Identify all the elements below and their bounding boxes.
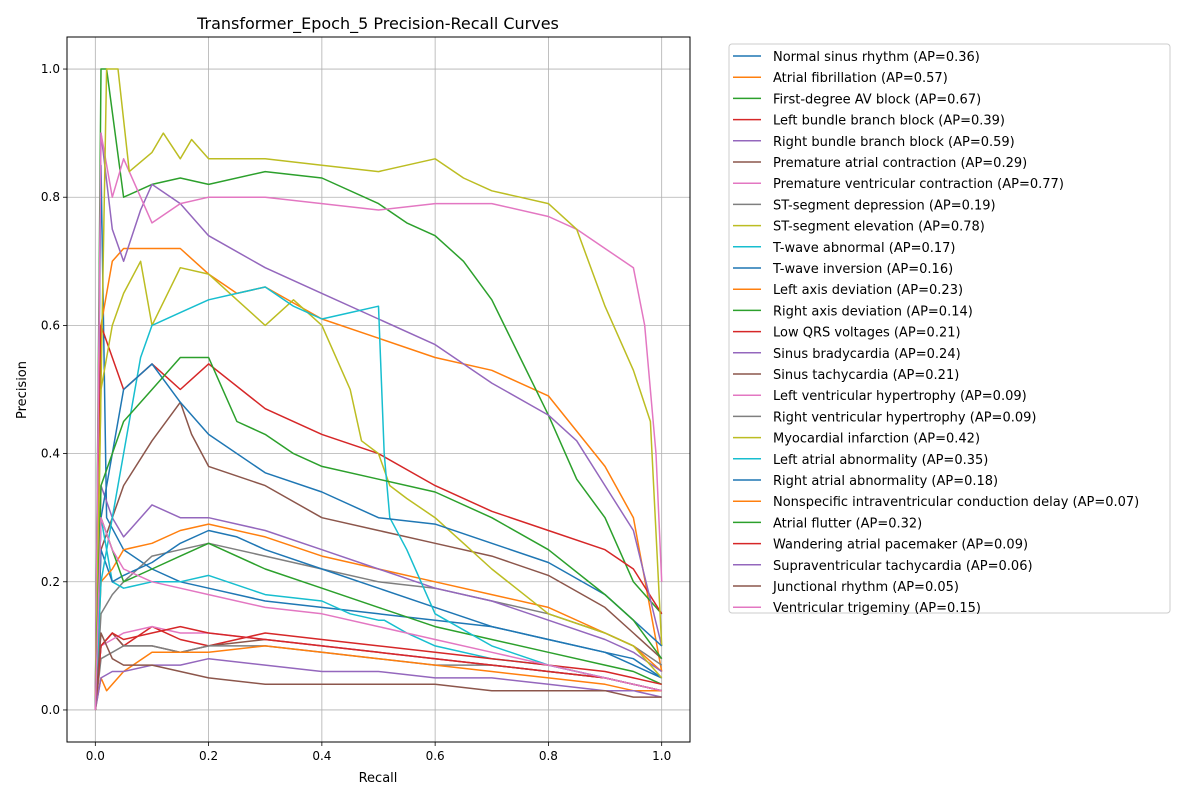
- legend-entry: Left bundle branch block (AP=0.39): [733, 114, 1005, 129]
- legend-label: Junctional rhythm (AP=0.05): [772, 580, 959, 595]
- legend-label: Left axis deviation (AP=0.23): [773, 283, 963, 298]
- series-line-25: [94, 657, 662, 711]
- y-tick-label: 0.6: [41, 318, 60, 332]
- y-tick-label: 0.8: [41, 190, 60, 204]
- series-line-4: [94, 324, 663, 711]
- legend-label: Right atrial abnormality (AP=0.18): [773, 474, 998, 489]
- legend-entry: First-degree AV block (AP=0.67): [733, 92, 981, 107]
- series-line-6: [94, 401, 663, 711]
- legend-entry: Atrial fibrillation (AP=0.57): [733, 71, 948, 86]
- x-tick-label: 0.8: [539, 749, 558, 763]
- legend-label: T-wave abnormal (AP=0.17): [772, 241, 955, 256]
- legend-entry: Sinus tachycardia (AP=0.21): [733, 368, 959, 383]
- legend-label: First-degree AV block (AP=0.67): [773, 92, 981, 107]
- legend-label: Low QRS voltages (AP=0.21): [773, 326, 961, 341]
- legend-entry: Normal sinus rhythm (AP=0.36): [733, 50, 980, 65]
- series-line-26: [94, 632, 662, 711]
- legend-label: ST-segment depression (AP=0.19): [773, 198, 996, 213]
- legend-entry: T-wave abnormal (AP=0.17): [733, 241, 955, 256]
- x-tick-label: 0.0: [86, 749, 105, 763]
- legend-entry: Sinus bradycardia (AP=0.24): [733, 347, 961, 362]
- series-line-24: [94, 625, 662, 711]
- x-tick-label: 0.2: [199, 749, 218, 763]
- legend-entry: Supraventricular tachycardia (AP=0.06): [733, 559, 1033, 574]
- plot-area: [66, 36, 691, 743]
- legend-label: Premature atrial contraction (AP=0.29): [773, 156, 1027, 171]
- legend-entry: Low QRS voltages (AP=0.21): [733, 326, 961, 341]
- series-lines: [94, 68, 663, 711]
- series-line-19: [94, 260, 663, 711]
- legend-label: Ventricular trigeminy (AP=0.15): [773, 601, 981, 616]
- series-line-7: [94, 132, 663, 711]
- legend-entry: Premature ventricular contraction (AP=0.…: [733, 177, 1064, 192]
- legend-entry: Left axis deviation (AP=0.23): [733, 283, 963, 298]
- legend-label: Left atrial abnormality (AP=0.35): [773, 453, 988, 468]
- legend-label: Normal sinus rhythm (AP=0.36): [773, 50, 980, 65]
- legend-entry: Premature atrial contraction (AP=0.29): [733, 156, 1027, 171]
- series-line-5: [94, 132, 663, 711]
- y-axis-label: Precision: [15, 361, 30, 419]
- legend-entry: Myocardial infarction (AP=0.42): [733, 432, 980, 447]
- x-axis-ticks: 0.0 0.2 0.4 0.6 0.8 1.0: [86, 742, 671, 763]
- legend-label: Right bundle branch block (AP=0.59): [773, 135, 1015, 150]
- series-line-9: [94, 68, 663, 711]
- legend: Normal sinus rhythm (AP=0.36) Atrial fibr…: [728, 43, 1171, 616]
- legend-label: Nonspecific intraventricular conduction …: [773, 495, 1139, 510]
- chart-title: Transformer_Epoch_5 Precision-Recall Cur…: [196, 14, 559, 34]
- x-tick-label: 1.0: [652, 749, 671, 763]
- x-tick-label: 0.6: [426, 749, 445, 763]
- legend-label: Right ventricular hypertrophy (AP=0.09): [773, 410, 1036, 425]
- series-line-23: [94, 356, 663, 711]
- legend-entry: Right ventricular hypertrophy (AP=0.09): [733, 410, 1036, 425]
- legend-entry: Nonspecific intraventricular conduction …: [733, 495, 1139, 510]
- plot-frame: [66, 36, 691, 743]
- legend-label: Premature ventricular contraction (AP=0.…: [773, 177, 1064, 192]
- legend-entry: Ventricular trigeminy (AP=0.15): [733, 601, 981, 616]
- legend-label: Myocardial infarction (AP=0.42): [773, 432, 980, 447]
- legend-entry: Atrial flutter (AP=0.32): [733, 516, 922, 531]
- legend-label: Sinus bradycardia (AP=0.24): [773, 347, 961, 362]
- y-tick-label: 0.2: [41, 575, 60, 589]
- series-line-27: [94, 516, 662, 711]
- legend-entries: Normal sinus rhythm (AP=0.36) Atrial fibr…: [733, 50, 1139, 616]
- legend-label: Sinus tachycardia (AP=0.21): [773, 368, 959, 383]
- series-line-3: [94, 68, 663, 711]
- legend-entry: ST-segment elevation (AP=0.78): [733, 220, 985, 235]
- legend-entry: T-wave inversion (AP=0.16): [733, 262, 953, 277]
- legend-label: Left bundle branch block (AP=0.39): [773, 114, 1005, 129]
- series-line-21: [94, 363, 663, 711]
- legend-entry: Left atrial abnormality (AP=0.35): [733, 453, 988, 468]
- legend-entry: Right bundle branch block (AP=0.59): [733, 135, 1015, 150]
- y-tick-label: 1.0: [41, 62, 60, 76]
- legend-label: Wandering atrial pacemaker (AP=0.09): [773, 538, 1028, 553]
- legend-entry: Right axis deviation (AP=0.14): [733, 304, 973, 319]
- y-tick-label: 0.4: [41, 447, 60, 461]
- legend-entry: Left ventricular hypertrophy (AP=0.09): [733, 389, 1027, 404]
- legend-frame: [728, 43, 1171, 614]
- legend-entry: Junctional rhythm (AP=0.05): [733, 580, 959, 595]
- x-axis-label: Recall: [359, 771, 398, 786]
- series-line-22: [94, 645, 662, 711]
- vertical-gridlines: [94, 37, 663, 742]
- series-line-15: [94, 484, 663, 711]
- series-line-11: [94, 529, 663, 711]
- legend-label: Atrial fibrillation (AP=0.57): [773, 71, 948, 86]
- legend-label: Atrial flutter (AP=0.32): [773, 516, 922, 531]
- legend-entry: ST-segment depression (AP=0.19): [733, 198, 996, 213]
- legend-entry: Wandering atrial pacemaker (AP=0.09): [733, 538, 1028, 553]
- legend-entry: Right atrial abnormality (AP=0.18): [733, 474, 998, 489]
- legend-label: Left ventricular hypertrophy (AP=0.09): [773, 389, 1027, 404]
- legend-label: Supraventricular tachycardia (AP=0.06): [773, 559, 1033, 574]
- legend-label: ST-segment elevation (AP=0.78): [773, 220, 985, 235]
- legend-label: Right axis deviation (AP=0.14): [773, 304, 973, 319]
- x-tick-label: 0.4: [312, 749, 331, 763]
- y-axis-ticks: 0.0 0.2 0.4 0.6 0.8 1.0: [41, 62, 67, 717]
- legend-label: T-wave inversion (AP=0.16): [772, 262, 953, 277]
- series-line-13: [94, 516, 663, 711]
- series-line-20: [94, 286, 662, 711]
- y-tick-label: 0.0: [41, 703, 60, 717]
